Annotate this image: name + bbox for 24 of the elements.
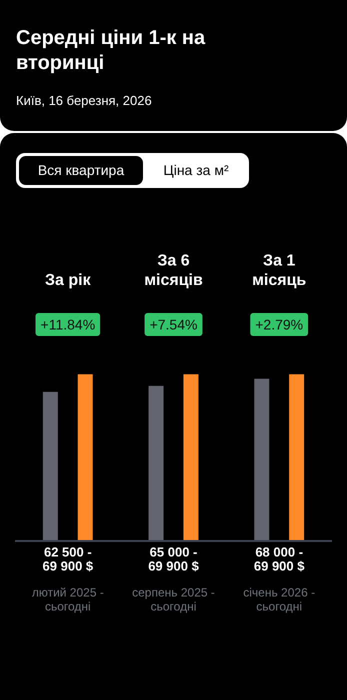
bar xyxy=(78,374,93,541)
text: +7.54% xyxy=(150,316,198,332)
bar xyxy=(183,374,198,541)
chart-title: Середні ціни 1-к на вторинці xyxy=(16,26,206,76)
data-label: 69 900 $ xyxy=(254,558,306,574)
chart-subtitle: Київ, 16 березня, 2026 xyxy=(16,93,152,108)
text: лютий 2025 - сьогодні xyxy=(32,585,104,614)
text: серпень 2025 - сьогодні xyxy=(132,585,215,614)
data-label: 69 900 $ xyxy=(42,558,94,574)
bar xyxy=(42,392,58,541)
view-toggle[interactable]: Вся квартира Ціна за м² xyxy=(16,153,249,188)
bar xyxy=(254,378,270,541)
data-label: 68 000 - xyxy=(255,544,304,560)
data-label: 65 000 - xyxy=(150,544,198,560)
x-tick-label: За 6 місяців xyxy=(144,252,203,289)
text: +11.84% xyxy=(40,316,96,332)
text: +2.79% xyxy=(255,316,304,332)
x-tick-label: За 1 місяць xyxy=(252,252,306,289)
data-label: 69 900 $ xyxy=(148,558,200,574)
data-label: 62 500 - xyxy=(44,544,92,560)
bar xyxy=(148,386,164,541)
x-tick-label: За рік xyxy=(45,272,92,289)
text: січень 2026 - сьогодні xyxy=(243,585,316,614)
bar xyxy=(289,374,304,541)
